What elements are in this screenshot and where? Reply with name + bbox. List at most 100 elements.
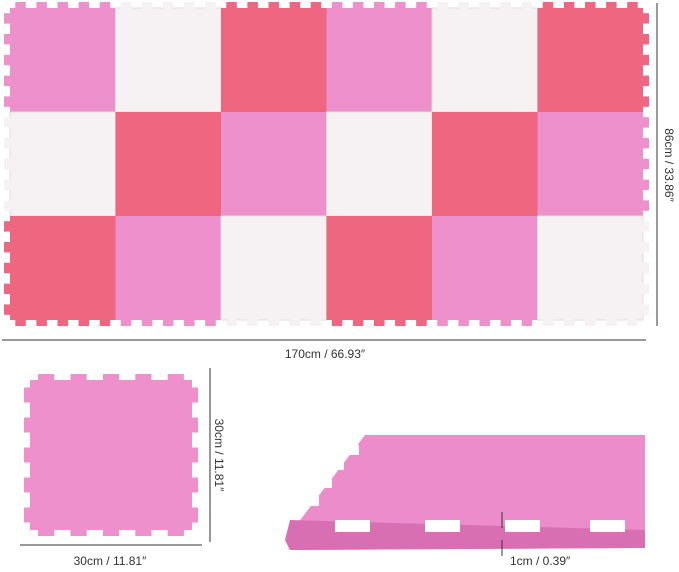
tooth	[167, 374, 184, 381]
tile	[431, 7, 538, 113]
tooth	[135, 374, 152, 381]
tooth	[642, 283, 649, 294]
tile	[537, 215, 644, 321]
tooth	[135, 529, 152, 536]
tile	[221, 8, 327, 112]
total-width-label: 170cm / 66.93″	[285, 347, 366, 361]
tooth	[36, 2, 47, 9]
tooth	[162, 319, 174, 326]
tooth	[584, 319, 596, 326]
tooth	[642, 179, 649, 190]
tooth	[642, 304, 649, 315]
tile	[220, 215, 327, 321]
tooth	[642, 242, 649, 253]
tooth	[289, 319, 301, 326]
tooth	[4, 117, 11, 128]
tile	[537, 112, 643, 216]
tooth	[70, 374, 87, 381]
tooth	[36, 319, 47, 326]
tooth	[521, 319, 533, 326]
tooth	[226, 2, 237, 9]
tile-3d	[285, 435, 645, 550]
tooth	[4, 158, 11, 170]
tile	[115, 216, 221, 320]
tooth	[24, 447, 31, 463]
tooth	[4, 242, 11, 253]
tooth	[289, 2, 301, 9]
tooth	[542, 319, 554, 326]
tooth	[226, 319, 237, 326]
tooth	[191, 417, 198, 433]
tooth	[521, 2, 533, 9]
tooth	[184, 319, 195, 326]
tooth	[24, 507, 31, 523]
tooth	[373, 319, 385, 326]
tooth	[57, 319, 69, 326]
tooth	[4, 283, 11, 294]
tooth	[331, 2, 343, 9]
thickness-label: 1cm / 0.39″	[510, 554, 571, 568]
tooth	[310, 319, 322, 326]
tooth	[542, 2, 554, 9]
tile	[221, 112, 327, 216]
tooth	[642, 13, 649, 24]
tooth	[331, 319, 343, 326]
tooth	[395, 2, 406, 9]
tooth	[627, 2, 638, 9]
tooth	[205, 2, 216, 9]
tooth	[15, 319, 26, 326]
tooth	[416, 319, 427, 326]
tooth	[4, 138, 11, 149]
tile	[326, 8, 432, 112]
tooth	[268, 319, 280, 326]
tooth	[4, 34, 11, 45]
tooth	[191, 447, 198, 463]
tile	[30, 380, 192, 530]
tooth	[642, 75, 649, 86]
tile	[9, 111, 116, 217]
tile	[10, 8, 116, 112]
tooth	[642, 262, 649, 274]
tooth	[4, 179, 11, 190]
tooth	[24, 477, 31, 493]
tooth	[141, 319, 153, 326]
tooth	[563, 319, 575, 326]
tile	[432, 112, 538, 216]
tooth	[99, 2, 111, 9]
tooth	[642, 221, 649, 232]
tooth	[78, 2, 90, 9]
tooth	[162, 2, 174, 9]
tile-edge	[285, 520, 645, 550]
tile	[10, 216, 116, 320]
tooth	[606, 2, 617, 9]
tooth	[479, 2, 491, 9]
tooth	[191, 387, 198, 403]
tooth	[4, 304, 11, 315]
side-view	[285, 435, 645, 556]
tooth	[4, 221, 11, 232]
tooth	[4, 200, 11, 211]
tooth	[38, 374, 55, 381]
tooth	[70, 529, 87, 536]
tooth	[500, 319, 512, 326]
tooth	[268, 2, 280, 9]
tooth	[437, 2, 448, 9]
tile-width-label: 30cm / 11.81″	[74, 554, 147, 568]
tooth	[102, 374, 120, 381]
tile	[326, 111, 433, 217]
tooth	[310, 2, 322, 9]
total-height-label: 86cm / 33.86″	[662, 128, 676, 202]
tooth	[458, 319, 469, 326]
tooth	[458, 2, 469, 9]
tooth	[141, 2, 153, 9]
tile	[432, 216, 538, 320]
tooth	[191, 477, 198, 493]
tooth	[4, 13, 11, 24]
tile-height-label: 30cm / 11.81″	[212, 419, 226, 492]
tooth	[247, 319, 258, 326]
tooth	[584, 2, 596, 9]
tooth	[642, 54, 649, 66]
tooth	[247, 2, 258, 9]
tooth	[167, 529, 184, 536]
